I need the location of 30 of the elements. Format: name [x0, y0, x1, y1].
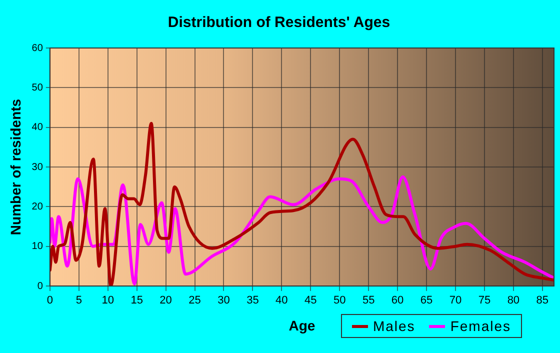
y-tick-label: 10 [32, 241, 44, 252]
x-tick-label: 0 [46, 294, 53, 307]
y-tick-label: 0 [37, 280, 44, 292]
y-tick-label: 60 [32, 42, 44, 54]
x-tick-label: 25 [188, 294, 201, 307]
x-tick-label: 60 [391, 294, 404, 307]
legend-label: Females [450, 318, 511, 334]
x-tick-label: 30 [218, 294, 230, 307]
x-tick-label: 45 [304, 294, 317, 307]
y-tick-label: 40 [32, 122, 44, 134]
x-tick-label: 35 [246, 294, 259, 307]
y-tick-label: 30 [32, 162, 44, 173]
legend-label: Males [372, 318, 416, 334]
x-tick-label: 55 [362, 294, 375, 307]
x-tick-label: 20 [160, 294, 172, 307]
x-tick-label: 85 [536, 294, 549, 307]
x-tick-label: 15 [130, 294, 143, 307]
y-tick-label: 50 [32, 82, 44, 94]
x-axis-title: Age [288, 317, 316, 334]
y-axis-title: Number of residents [7, 98, 24, 236]
x-tick-label: 40 [276, 294, 288, 307]
x-tick-label: 10 [102, 294, 114, 307]
x-tick-label: 80 [507, 294, 520, 307]
x-tick-label: 70 [449, 294, 462, 307]
x-tick-label: 75 [478, 294, 491, 307]
x-tick-label: 65 [420, 294, 433, 307]
y-tick-label: 20 [32, 201, 44, 212]
chart-title: Distribution of Residents' Ages [168, 14, 390, 32]
x-tick-label: 50 [333, 294, 346, 307]
x-tick-label: 5 [76, 294, 82, 307]
